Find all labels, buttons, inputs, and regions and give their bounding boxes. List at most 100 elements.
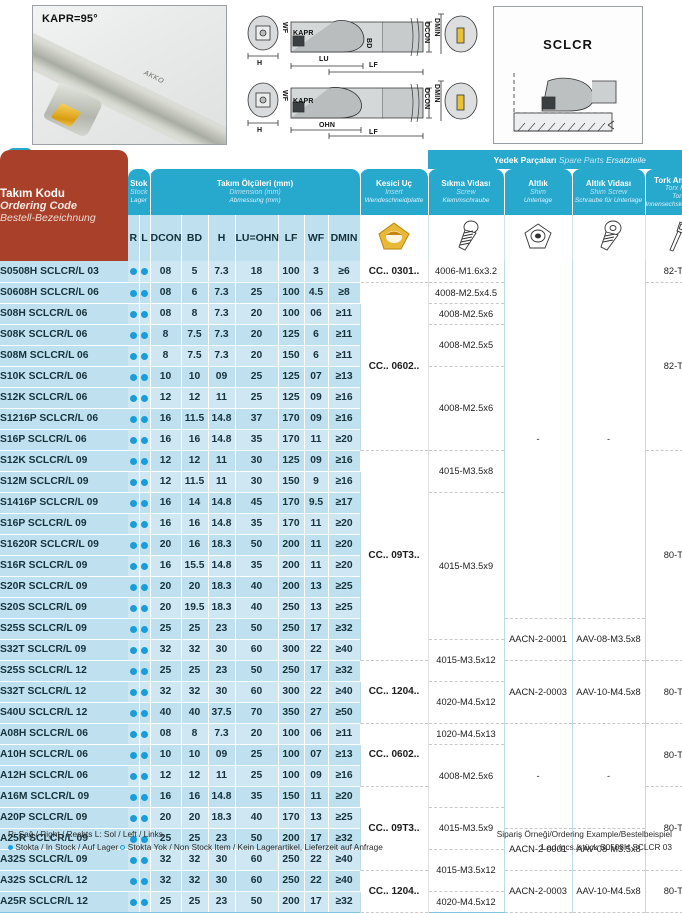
row-ordering-code[interactable]: A32S SCLCR/L 12: [0, 870, 128, 891]
ordering-example: Sipariş Örneği/Ordering Example/Bestelbe…: [497, 828, 672, 854]
cell-wf: 09: [304, 387, 328, 408]
row-ordering-code[interactable]: S20S SCLCR/L 09: [0, 597, 128, 618]
row-ordering-code[interactable]: S16R SCLCR/L 09: [0, 555, 128, 576]
stock-right-dot: [128, 387, 139, 408]
cell-lu: 20: [235, 345, 278, 366]
row-ordering-code[interactable]: S25S SCLCR/L 12: [0, 660, 128, 681]
row-ordering-code[interactable]: S08M SCLCR/L 06: [0, 345, 128, 366]
screw-icon: [428, 215, 504, 261]
cell-shim: AACN-2-0001: [504, 618, 572, 660]
in-stock-dot-icon: [8, 845, 13, 850]
shim-icon: [504, 215, 572, 261]
shim-screw-icon: [572, 215, 645, 261]
cell-bd: 40: [181, 702, 208, 723]
stock-dot-icon: [130, 815, 137, 822]
spare-parts-de: Ersatzteile: [606, 155, 646, 165]
row-ordering-code[interactable]: S10K SCLCR/L 06: [0, 366, 128, 387]
cell-h: 18.3: [208, 597, 235, 618]
cell-bd: 16: [181, 786, 208, 807]
stock-dot-icon: [130, 542, 137, 549]
cell-lu: 60: [235, 639, 278, 660]
row-ordering-code[interactable]: A10H SCLCR/L 06: [0, 744, 128, 765]
shim-screw-en: Shim Screw: [573, 189, 645, 197]
cell-screw: 4015-M3.5x12: [428, 849, 504, 891]
row-ordering-code[interactable]: S12K SCLCR/L 06: [0, 387, 128, 408]
stock-dot-icon: [141, 668, 148, 675]
row-ordering-code[interactable]: S16P SCLCR/L 09: [0, 513, 128, 534]
stock-left-dot: [139, 450, 150, 471]
stock-right-dot: [128, 450, 139, 471]
stock-right-dot: [128, 597, 139, 618]
stock-right-dot: [128, 807, 139, 828]
cell-dmin: ≥11: [328, 324, 360, 345]
row-ordering-code[interactable]: S32T SCLCR/L 12: [0, 681, 128, 702]
cell-h: 11: [208, 450, 235, 471]
cell-bd: 32: [181, 681, 208, 702]
stock-dot-icon: [130, 563, 137, 570]
cell-screw: 4020-M4.5x12: [428, 891, 504, 912]
label-h-upper: H: [257, 60, 262, 67]
stock-left-dot: [139, 870, 150, 891]
stock-dot-icon: [141, 731, 148, 738]
row-ordering-code[interactable]: A20P SCLCR/L 09: [0, 807, 128, 828]
col-lf: LF: [278, 215, 304, 261]
cell-dmin: ≥20: [328, 513, 360, 534]
cell-h: 18.3: [208, 534, 235, 555]
row-ordering-code[interactable]: S12K SCLCR/L 09: [0, 450, 128, 471]
row-ordering-code[interactable]: S12M SCLCR/L 09: [0, 471, 128, 492]
stock-dot-icon: [141, 563, 148, 570]
stock-right-dot: [128, 618, 139, 639]
stock-right-dot: [128, 408, 139, 429]
stock-left-dot: [139, 765, 150, 786]
cell-lf: 170: [278, 492, 304, 513]
cell-dcon: 08: [150, 303, 181, 324]
cell-bd: 7.5: [181, 324, 208, 345]
cell-h: 14.8: [208, 555, 235, 576]
row-ordering-code[interactable]: S08K SCLCR/L 06: [0, 324, 128, 345]
insert-de: Wendeschneidplatte: [361, 197, 428, 205]
cell-dcon: 20: [150, 576, 181, 597]
stock-dot-icon: [130, 731, 137, 738]
cell-h: 23: [208, 891, 235, 912]
row-ordering-code[interactable]: S08H SCLCR/L 06: [0, 303, 128, 324]
row-ordering-code[interactable]: S16P SCLCR/L 06: [0, 429, 128, 450]
row-ordering-code[interactable]: A16M SCLCR/L 09: [0, 786, 128, 807]
stock-right-dot: [128, 324, 139, 345]
stock-dot-icon: [141, 878, 148, 885]
row-ordering-code[interactable]: S0608H SCLCR/L 06: [0, 282, 128, 303]
cell-screw: 4020-M4.5x12: [428, 681, 504, 723]
insert-tr: Kesici Uç: [361, 179, 428, 188]
cell-h: 23: [208, 660, 235, 681]
stock-dot-icon: [130, 773, 137, 780]
stock-right-dot: [128, 765, 139, 786]
cell-dmin: ≥32: [328, 891, 360, 912]
stock-group-header: Stok Stock Lager: [128, 169, 150, 215]
cell-screw: 4008-M2.5x6: [428, 366, 504, 450]
row-ordering-code[interactable]: A12H SCLCR/L 06: [0, 765, 128, 786]
row-ordering-code[interactable]: S40U SCLCR/L 12: [0, 702, 128, 723]
row-ordering-code[interactable]: A08H SCLCR/L 06: [0, 723, 128, 744]
row-ordering-code[interactable]: S20R SCLCR/L 09: [0, 576, 128, 597]
shim-tr: Altlık: [505, 179, 572, 188]
row-ordering-code[interactable]: S1416P SCLCR/L 09: [0, 492, 128, 513]
cell-dcon: 08: [150, 282, 181, 303]
row-ordering-code[interactable]: S25S SCLCR/L 09: [0, 618, 128, 639]
stock-left-dot: [139, 282, 150, 303]
row-ordering-code[interactable]: S0508H SCLCR/L 03: [0, 261, 128, 282]
cell-lf: 200: [278, 891, 304, 912]
row-ordering-code[interactable]: S32T SCLCR/L 09: [0, 639, 128, 660]
stock-right-dot: [128, 744, 139, 765]
row-ordering-code[interactable]: S1216P SCLCR/L 06: [0, 408, 128, 429]
row-ordering-code[interactable]: S1620R SCLCR/L 09: [0, 534, 128, 555]
row-ordering-code[interactable]: A25R SCLCR/L 12: [0, 891, 128, 912]
ordering-code-en: Ordering Code: [0, 200, 128, 212]
stock-left-dot: [139, 639, 150, 660]
stock-dot-icon: [141, 647, 148, 654]
cell-bd: 16: [181, 534, 208, 555]
cell-screw: 4008-M2.5x4.5: [428, 282, 504, 303]
